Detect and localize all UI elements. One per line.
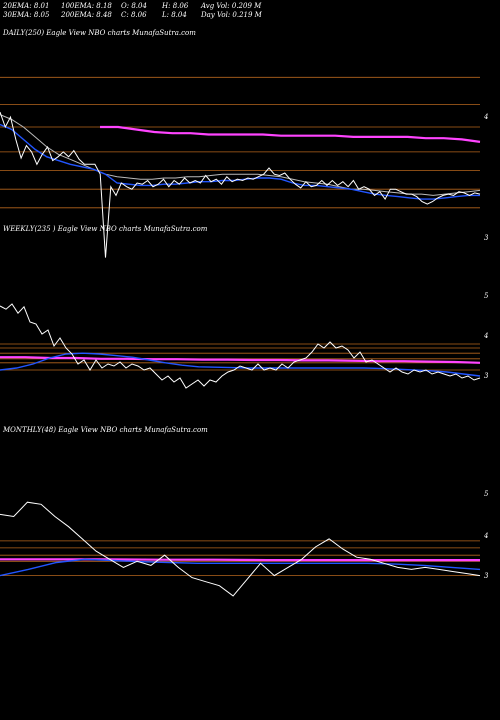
daily-panel-title: DAILY(250) Eagle View NBO charts MunafaS… — [3, 29, 196, 37]
ema-long-line — [0, 356, 481, 364]
ema30-label: 30EMA: 8.05 — [3, 11, 50, 19]
price-line — [0, 111, 481, 258]
price-line — [0, 501, 481, 597]
ema200-label: 200EMA: 8.48 — [61, 11, 112, 19]
ema-short-line — [0, 123, 480, 200]
y-tick-label: 3 — [484, 572, 489, 580]
low-label: L: 8.04 — [162, 11, 187, 19]
close-label: C: 8.06 — [121, 11, 147, 19]
ema20-label: 20EMA: 8.01 — [3, 2, 50, 10]
y-tick-label: 5 — [484, 292, 489, 300]
ema-short-line — [0, 352, 481, 377]
day-vol-label: Day Vol: 0.219 M — [201, 11, 262, 19]
y-tick-label: 4 — [483, 332, 488, 340]
y-tick-label: 4 — [483, 113, 488, 121]
y-tick-label: 3 — [484, 234, 489, 242]
weekly-panel-title: WEEKLY(235 ) Eagle View NBO charts Munaf… — [3, 225, 208, 233]
monthly-panel-title: MONTHLY(48) Eagle View NBO charts Munafa… — [3, 426, 208, 434]
high-label: H: 8.06 — [162, 2, 189, 10]
y-tick-label: 3 — [484, 372, 489, 380]
ema100-label: 100EMA: 8.18 — [61, 2, 112, 10]
ema-grey-line — [0, 114, 481, 196]
ema-short-line — [0, 558, 481, 577]
ema-long-line — [0, 558, 480, 562]
price-line — [0, 303, 481, 389]
y-tick-label: 4 — [483, 532, 488, 540]
ema-long-line — [100, 125, 481, 143]
y-tick-label: 5 — [484, 490, 489, 498]
avg-vol-label: Avg Vol: 0.209 M — [201, 2, 262, 10]
open-label: O: 8.04 — [121, 2, 147, 10]
